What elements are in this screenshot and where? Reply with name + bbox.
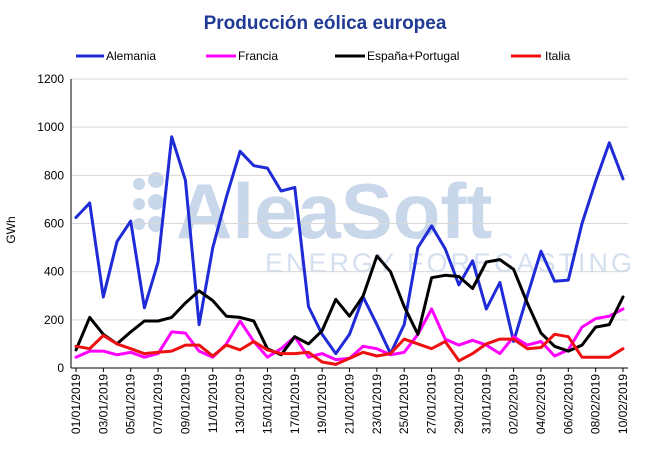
legend-item-francia: Francia [206,49,278,63]
legend-item-espana-portugal: España+Portugal [335,49,459,63]
chart-title: Producción eólica europea [204,13,447,34]
y-axis-label: GWh [4,216,18,243]
x-tick-label: 08/02/2019 [589,374,603,434]
legend-label-francia: Francia [238,49,278,63]
y-tick-label: 1000 [37,120,64,134]
legend-label-alemania: Alemania [106,49,156,63]
x-tick-label: 25/01/2019 [397,374,411,434]
y-tick-label: 600 [44,217,64,231]
y-tick-label: 800 [44,168,64,182]
x-tick-label: 06/02/2019 [561,374,575,434]
y-axis-ticks: 0 200 400 600 800 1000 1200 [37,72,64,375]
x-tick-label: 21/01/2019 [343,374,357,434]
x-axis-ticks: 01/01/2019 03/01/2019 05/01/2019 07/01/2019… [69,368,630,434]
x-tick-label: 02/02/2019 [507,374,521,434]
legend-label-espana-portugal: España+Portugal [367,49,459,63]
x-tick-label: 11/01/2019 [206,374,220,433]
y-tick-label: 400 [44,265,64,279]
x-tick-label: 17/01/2019 [288,374,302,434]
legend-item-italia: Italia [511,49,571,63]
y-tick-label: 0 [57,361,64,375]
x-tick-label: 29/01/2019 [452,374,466,434]
x-tick-label: 03/01/2019 [96,374,110,434]
legend-label-italia: Italia [545,49,571,63]
x-tick-label: 27/01/2019 [425,374,439,434]
x-tick-label: 05/01/2019 [124,374,138,434]
y-tick-label: 200 [44,313,64,327]
series-line-espa-a-portugal [74,254,625,357]
x-tick-label: 31/01/2019 [479,374,493,434]
legend: Alemania Francia España+Portugal Italia [76,49,571,63]
series-line-alemania [74,135,625,356]
legend-item-alemania: Alemania [76,49,156,63]
x-tick-label: 09/01/2019 [178,374,192,434]
x-tick-label: 23/01/2019 [370,374,384,434]
x-tick-label: 04/02/2019 [534,374,548,434]
x-tick-label: 19/01/2019 [315,374,329,434]
series-lines [74,135,625,366]
x-tick-label: 10/02/2019 [616,374,630,434]
x-tick-label: 13/01/2019 [233,374,247,434]
x-tick-label: 15/01/2019 [260,374,274,434]
x-tick-label: 07/01/2019 [151,374,165,434]
y-tick-label: 1200 [37,72,64,86]
x-tick-label: 01/01/2019 [69,374,83,434]
series-line-italia [74,332,625,366]
watermark: AleaSoft ENERGY FORECASTING [133,167,632,278]
